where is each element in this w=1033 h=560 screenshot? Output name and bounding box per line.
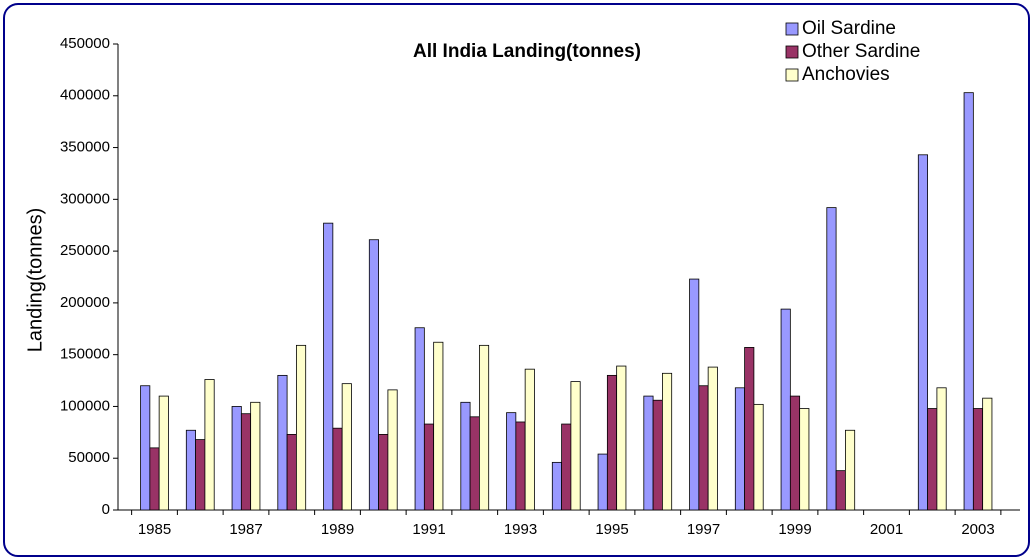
bar bbox=[185, 429, 197, 511]
bar bbox=[387, 389, 398, 511]
bar bbox=[551, 461, 562, 511]
chart-title: All India Landing(tonnes) bbox=[413, 41, 641, 62]
bar bbox=[277, 374, 288, 511]
x-tick-label: 1991 bbox=[412, 521, 445, 538]
bar bbox=[433, 341, 444, 511]
x-tick-label: 1995 bbox=[595, 521, 628, 538]
legend-swatch bbox=[785, 68, 799, 82]
x-tick-label: 1993 bbox=[504, 521, 537, 538]
y-tick-label: 0 bbox=[102, 501, 110, 518]
bar bbox=[606, 374, 618, 511]
y-tick-label: 150000 bbox=[60, 346, 110, 363]
bar bbox=[734, 387, 745, 511]
bar bbox=[845, 429, 856, 511]
bar bbox=[616, 365, 627, 511]
bar bbox=[368, 239, 379, 511]
x-tick-label: 1987 bbox=[229, 521, 262, 538]
bar bbox=[195, 439, 206, 511]
x-tick-label: 1999 bbox=[778, 521, 811, 538]
bar bbox=[158, 395, 169, 511]
bar bbox=[698, 385, 709, 511]
bar bbox=[423, 423, 435, 511]
bar bbox=[753, 403, 764, 511]
x-tick-label: 1997 bbox=[687, 521, 720, 538]
bar bbox=[140, 385, 151, 511]
x-tick-label: 1989 bbox=[321, 521, 354, 538]
bar bbox=[378, 434, 389, 511]
x-tick-label: 2003 bbox=[961, 521, 994, 538]
x-tick-label: 1985 bbox=[138, 521, 171, 538]
bar bbox=[597, 453, 608, 511]
bar bbox=[835, 470, 846, 511]
bar bbox=[295, 344, 307, 511]
bar bbox=[963, 92, 974, 511]
x-tick-label: 2001 bbox=[870, 521, 903, 538]
y-tick-label: 400000 bbox=[60, 87, 110, 104]
bar bbox=[250, 401, 261, 511]
bar bbox=[662, 372, 673, 511]
y-tick-label: 250000 bbox=[60, 242, 110, 259]
bar bbox=[323, 222, 334, 511]
bar bbox=[204, 379, 215, 511]
bar bbox=[780, 308, 791, 511]
bar bbox=[524, 368, 535, 511]
bar bbox=[506, 412, 517, 511]
bar bbox=[917, 154, 928, 511]
y-tick-label: 200000 bbox=[60, 294, 110, 311]
legend-label: Other Sardine bbox=[802, 41, 920, 62]
legend-swatch bbox=[785, 45, 799, 59]
y-axis-label: Landing(tonnes) bbox=[24, 208, 46, 353]
bar bbox=[972, 408, 984, 511]
y-tick-label: 300000 bbox=[60, 190, 110, 207]
bar bbox=[515, 421, 526, 511]
y-tick-label: 50000 bbox=[68, 449, 110, 466]
bar bbox=[286, 434, 297, 511]
y-tick-label: 350000 bbox=[60, 139, 110, 156]
bar bbox=[643, 395, 654, 511]
bar bbox=[744, 347, 755, 511]
bar bbox=[332, 427, 343, 511]
y-tick-label: 450000 bbox=[60, 35, 110, 52]
bar bbox=[231, 406, 242, 511]
bar bbox=[561, 423, 572, 511]
bar bbox=[414, 327, 425, 511]
legend-label: Oil Sardine bbox=[802, 18, 896, 39]
bar bbox=[478, 344, 490, 511]
bar bbox=[982, 397, 993, 511]
bar bbox=[707, 366, 718, 511]
bar bbox=[927, 408, 938, 511]
bar bbox=[936, 387, 947, 511]
y-tick-label: 100000 bbox=[60, 397, 110, 414]
bar bbox=[149, 447, 160, 511]
legend-swatch bbox=[785, 22, 799, 36]
bar bbox=[341, 383, 352, 511]
bar bbox=[469, 416, 480, 511]
legend-label: Anchovies bbox=[802, 64, 890, 85]
bar bbox=[689, 278, 700, 511]
bar bbox=[460, 401, 471, 511]
bar bbox=[789, 395, 801, 511]
bar bbox=[570, 381, 581, 511]
bar bbox=[652, 399, 663, 511]
bar bbox=[799, 408, 810, 511]
bar bbox=[826, 207, 837, 511]
bar bbox=[240, 413, 252, 511]
